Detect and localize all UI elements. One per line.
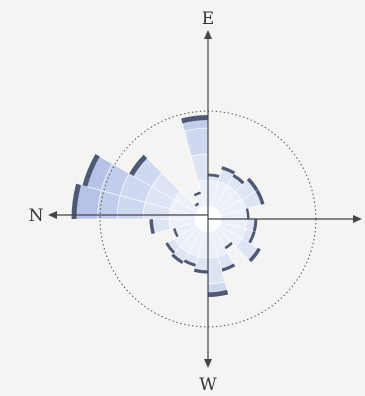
sector-7-cap [255, 189, 265, 205]
label-top: E [202, 9, 214, 29]
sector-2-cap [181, 115, 208, 124]
sector-4 [207, 165, 236, 220]
arrowhead-north-icon [48, 211, 57, 219]
sector-5-cap [232, 173, 245, 185]
sector-4-cap [221, 166, 236, 175]
sector-14 [207, 218, 229, 298]
sector-18 [164, 218, 209, 255]
sector-5 [207, 173, 246, 220]
sector-8 [207, 207, 250, 220]
sector-16 [182, 218, 209, 268]
sector-2-band-2 [190, 153, 209, 182]
sector-22-cap [82, 154, 100, 187]
sector-13 [207, 218, 236, 273]
sector-8-cap [245, 208, 250, 219]
sector-21-cap [71, 183, 81, 219]
sector-13-cap [221, 263, 236, 272]
sector-18-cap [165, 242, 176, 254]
sector-7 [207, 189, 265, 220]
sector-20-cap [149, 219, 155, 235]
arrowhead-right-icon [353, 215, 362, 223]
sector-14-cap [208, 289, 229, 297]
label-left: N [29, 206, 44, 226]
sector-22 [82, 153, 209, 220]
sector-16-cap [183, 259, 196, 267]
sector-3-cap [208, 173, 220, 178]
axes-layer [48, 30, 362, 368]
arrowhead-east-icon [204, 30, 212, 39]
sector-19-cap [172, 227, 179, 238]
sector-9 [207, 218, 258, 233]
sector-1-cap [193, 191, 202, 197]
sector-11-cap [248, 247, 261, 263]
sector-2-band-3 [184, 127, 209, 157]
sector-6-cap [246, 177, 259, 192]
label-bottom: W [199, 375, 217, 395]
sector-17-cap [171, 253, 184, 265]
sector-0-cap [194, 202, 200, 207]
sector-9-cap [252, 219, 258, 232]
sector-12-cap [224, 242, 233, 250]
sector-6 [207, 177, 260, 220]
sector-15 [193, 218, 209, 274]
sector-21 [71, 183, 209, 220]
arrowhead-west-icon [204, 359, 212, 368]
sectors-layer [71, 114, 265, 298]
sector-2 [180, 114, 209, 220]
sector-15-cap [193, 268, 208, 274]
sector-23-cap [129, 154, 148, 176]
sector-10-cap [248, 231, 256, 244]
sector-17 [170, 218, 209, 265]
